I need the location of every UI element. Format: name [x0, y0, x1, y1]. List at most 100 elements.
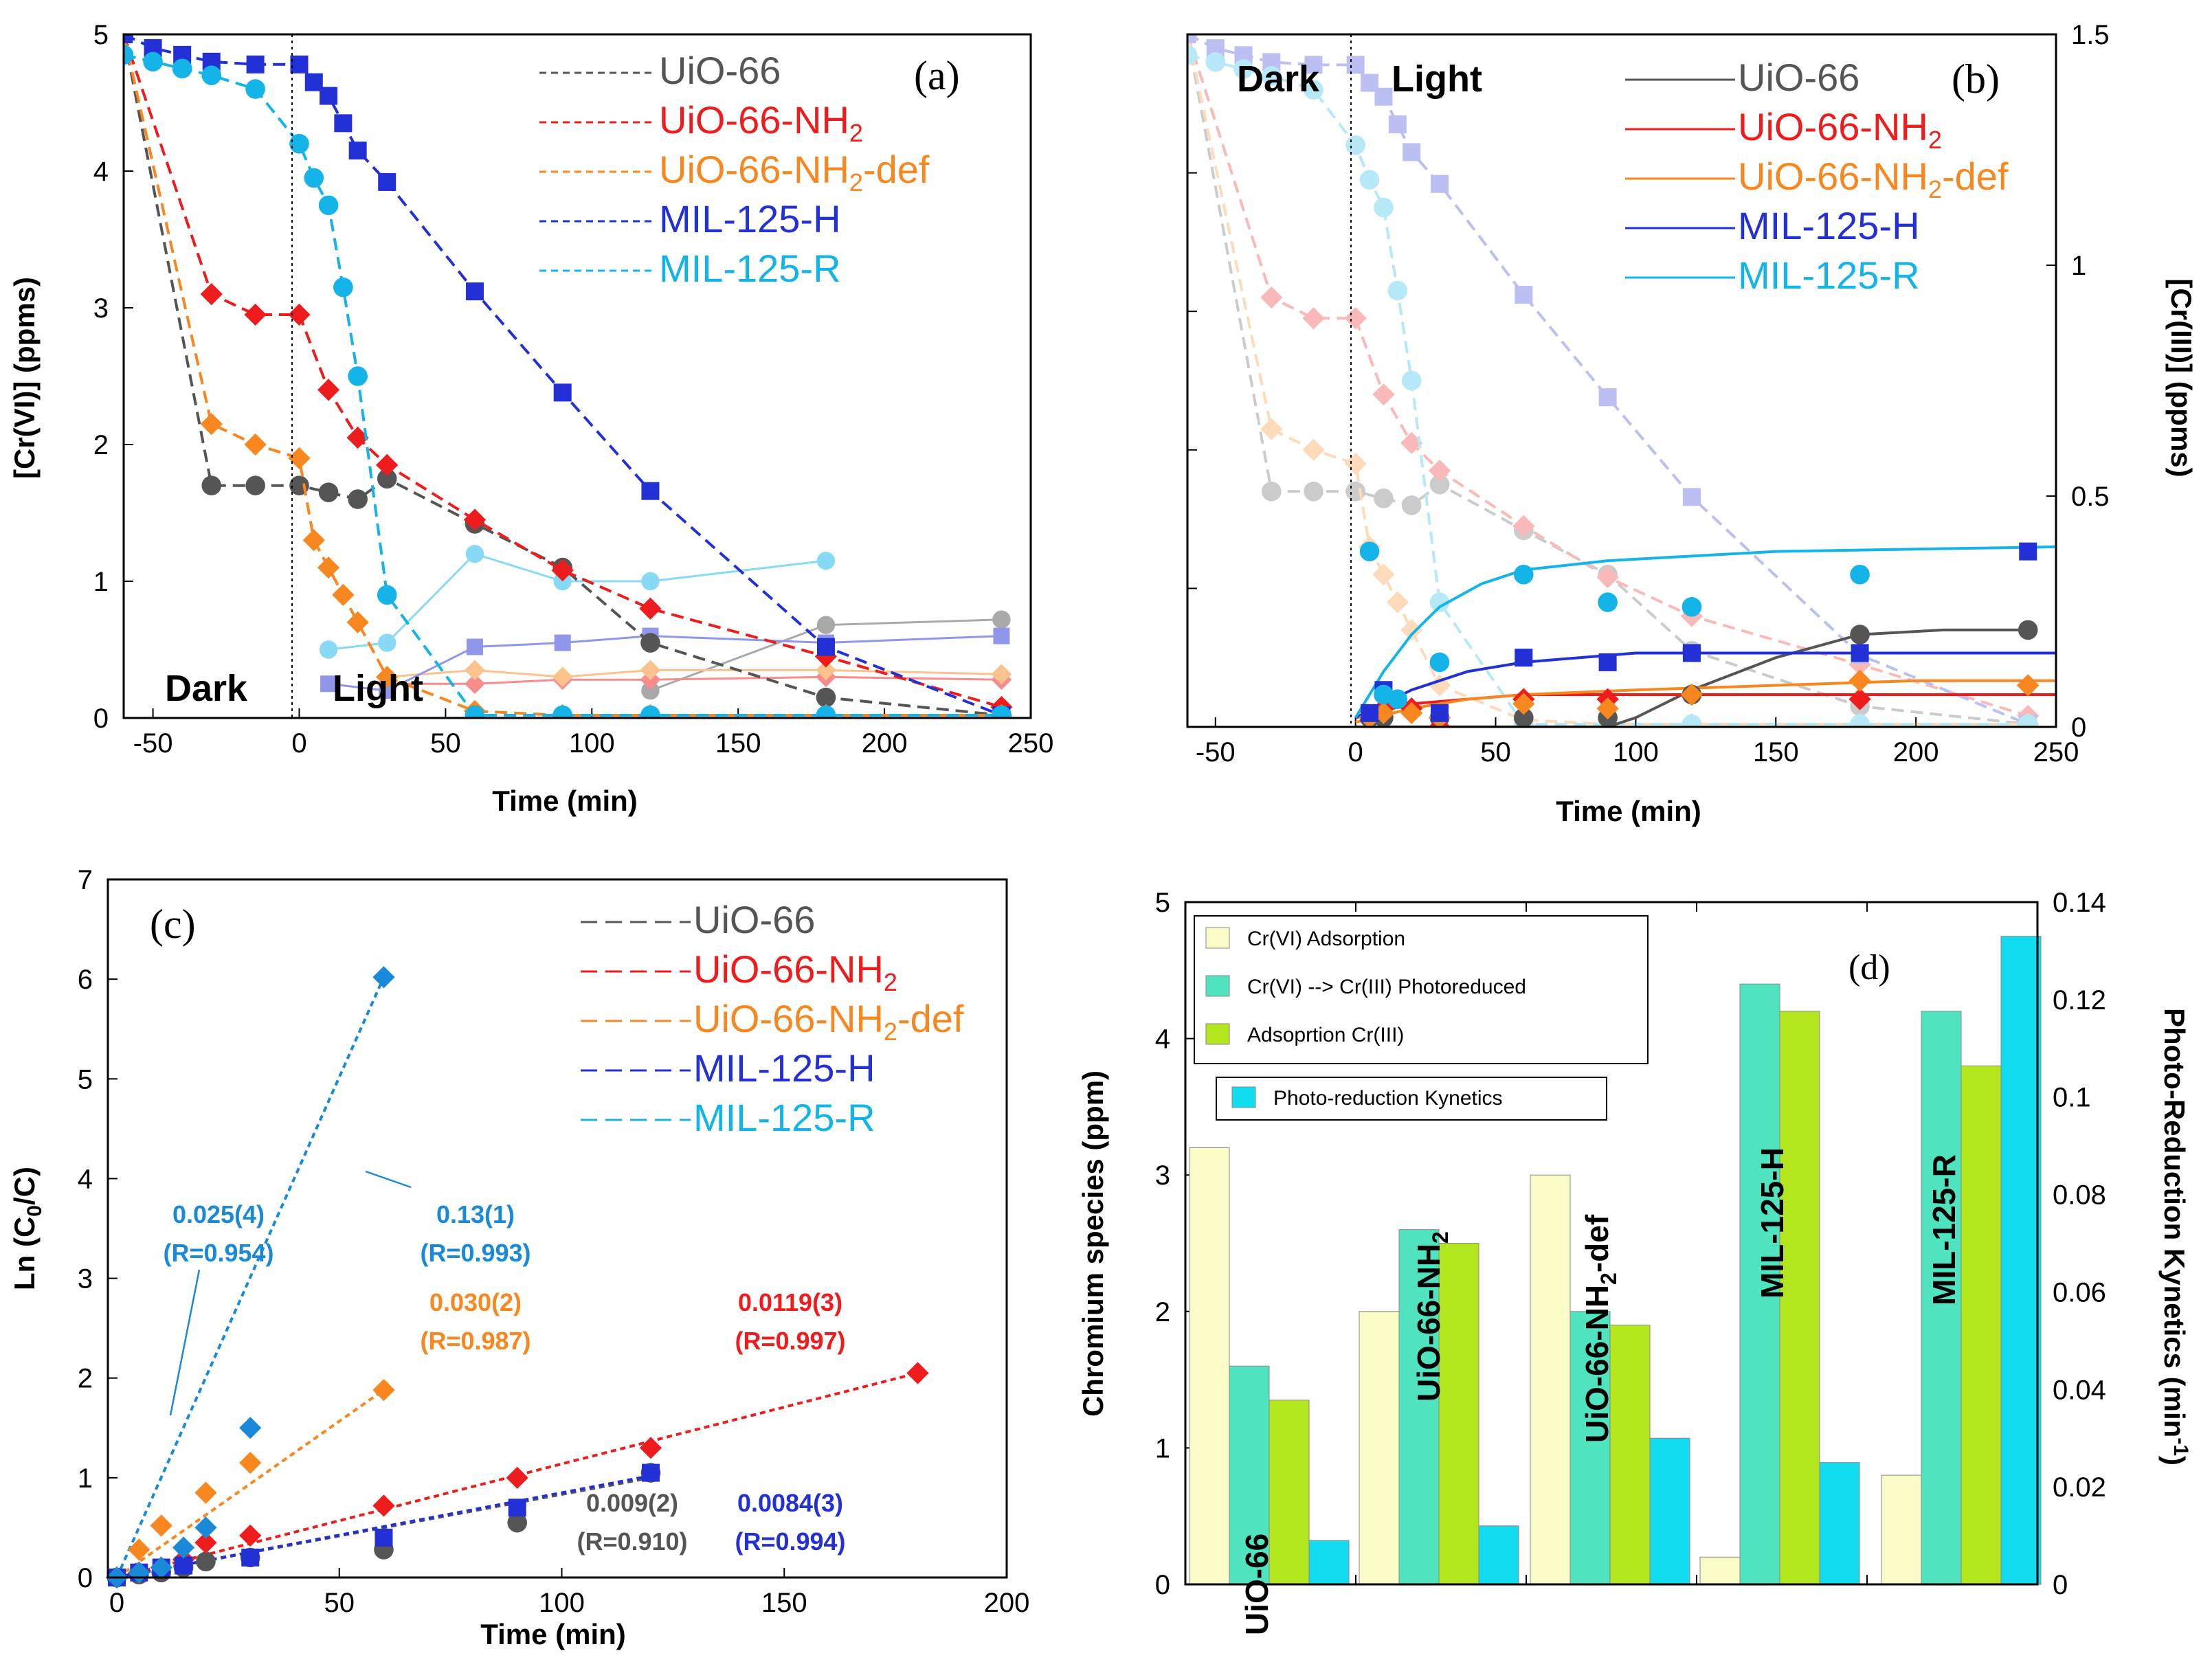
- panel-a-point-uio-66: [348, 489, 368, 509]
- panel-b-point-uio-66: [2018, 620, 2038, 640]
- panel-b-faded-crvi-point-uio-66-nh2: [1596, 566, 1619, 589]
- panel-c-point-mil-125-r: [150, 1556, 172, 1579]
- panel-b-faded-crvi-point-uio-66: [1187, 34, 1198, 45]
- panel-b-faded-crvi-point-mil-125-r: [1850, 714, 1870, 727]
- panel-b-faded-crvi-point-mil-125-h: [1361, 74, 1379, 92]
- panel-b-faded-crvi-point-uio-66-nh2-def: [2017, 712, 2040, 727]
- panel-a-point-uio-66: [201, 475, 222, 495]
- panel-d-bar-photo-reduction-kynetics: [1819, 1462, 1860, 1585]
- panel-b-x-tick-label: 250: [2033, 737, 2079, 767]
- panel-b-y-tick-label: 0: [2071, 712, 2086, 743]
- panel-b-point-mil-125-h: [1851, 644, 1869, 662]
- legend-label-text: MIL-125-H: [693, 1046, 875, 1090]
- panel-c-point-mil-125-r: [239, 1417, 262, 1439]
- legend-label-sub: 2: [849, 119, 863, 147]
- panel-a-point-mil-125-r: [333, 277, 353, 297]
- panel-c-point-uio-66-nh2: [239, 1524, 262, 1547]
- panel-d-legend-swatch-cr-vi-cr-iii-photoreduced: [1205, 975, 1230, 997]
- panel-c-y-label-sub: 0: [23, 1205, 46, 1217]
- legend-label-text: UiO-66: [1738, 56, 1859, 99]
- panel-b-fit-curve-mil-125-h: [1354, 651, 2056, 719]
- legend-label-text: UiO-66-NH: [659, 98, 849, 142]
- panel-a-cr3-point-uio-66-nh2-def: [816, 660, 836, 681]
- panel-c-point-uio-66-nh2-def: [194, 1481, 217, 1504]
- panel-a-light-label: Light: [333, 668, 423, 709]
- panel-c-x-tick-label: 150: [761, 1588, 807, 1618]
- panel-d-y-axis-label: Chromium species (ppm): [1077, 1070, 1109, 1417]
- panel-b-faded-crvi-point-mil-125-r: [1682, 714, 1702, 727]
- panel-a-cr3-point-uio-66-nh2-def: [640, 660, 661, 681]
- panel-b-faded-crvi-point-uio-66: [1304, 481, 1323, 502]
- panel-d-y2-tick-label: 0.04: [2053, 1375, 2106, 1405]
- panel-d-y-tick-label: 1: [1155, 1433, 1170, 1463]
- panel-d-category-label-uio-66-nh2-def: UiO-66-NH2-def: [1579, 1214, 1621, 1443]
- legend-label-uio-66-nh2-def: UiO-66-NH2-def: [1738, 155, 2009, 203]
- panel-a-label: (a): [914, 53, 960, 98]
- panel-c-fit-r-uio-66-nh2: (R=0.997): [735, 1327, 845, 1355]
- panel-b-faded-crvi-line-uio-66-nh2: [1187, 34, 2029, 717]
- panel-d-legend-swatch-adsoprtion-cr-iii: [1205, 1023, 1230, 1045]
- panel-c-point-uio-66-nh2: [372, 1494, 395, 1517]
- panel-d-bar-cr-vi-adsorption: [1189, 1147, 1230, 1585]
- panel-c-y-tick-label: 7: [78, 865, 93, 895]
- panel-d-legend-label-cr-vi-cr-iii-photoreduced: Cr(VI) --> Cr(III) Photoreduced: [1247, 976, 1526, 998]
- panel-a-cr3-curve-uio-66-nh2: [387, 675, 1002, 685]
- panel-a-point-mil-125-h: [553, 383, 572, 402]
- panel-d-y2-tick-label: 0: [2053, 1570, 2068, 1600]
- panel-c-point-mil-125-h: [241, 1548, 260, 1566]
- panel-d-category-label-uio-66-nh2: UiO-66-NH2: [1411, 1231, 1453, 1402]
- panel-a-point-mil-125-h: [334, 114, 353, 133]
- panel-a-point-mil-125-h: [348, 142, 367, 160]
- panel-b-faded-crvi-point-uio-66: [1513, 520, 1534, 541]
- panel-a-y-tick-label: 5: [93, 20, 109, 50]
- panel-a-cr3-point-uio-66: [641, 682, 660, 700]
- panel-c-y-tick-label: 3: [78, 1264, 93, 1294]
- panel-b-faded-crvi-line-uio-66-nh2-def: [1187, 34, 2029, 726]
- legend-label-sub: 2: [884, 1018, 897, 1046]
- legend-label-sub: 2: [1928, 175, 1942, 203]
- panel-a-point-uio-66-nh2: [639, 597, 662, 620]
- panel-b-faded-crvi-point-mil-125-h: [1304, 56, 1323, 74]
- panel-a-point-mil-125-h: [378, 172, 396, 191]
- panel-b-faded-crvi-point-mil-125-h: [1598, 388, 1617, 407]
- panel-a-cr3-point-mil-125-r: [319, 640, 338, 659]
- panel-b-faded-crvi-point-uio-66-nh2-def: [1400, 618, 1423, 641]
- panel-a-point-mil-125-h: [290, 55, 309, 74]
- panel-a-point-mil-125-r: [143, 52, 163, 72]
- panel-b-point-mil-125-r: [1387, 689, 1408, 709]
- panel-d-bar-adsoprtion-cr-iii: [1779, 1011, 1820, 1585]
- panel-c-annotation-leader-1: [169, 1269, 201, 1416]
- legend-label-suffix: -def: [897, 997, 964, 1040]
- panel-b-point-mil-125-r: [1850, 564, 1870, 585]
- panel-d-bar-cr-vi-cr-iii-photoreduced: [1739, 983, 1780, 1585]
- panel-b-faded-crvi-point-uio-66-nh2-def: [1344, 452, 1367, 475]
- panel-b-faded-crvi-point-uio-66-nh2: [2017, 704, 2040, 727]
- panel-a-y-tick-label: 4: [93, 157, 109, 187]
- panel-b-x-tick-label: 0: [1348, 737, 1363, 767]
- panel-a-point-uio-66-nh2: [288, 303, 311, 326]
- panel-a-cr3-curve-mil-125-h: [328, 635, 1002, 692]
- panel-b-light-label: Light: [1392, 58, 1482, 100]
- panel-a-point-mil-125-h: [320, 87, 338, 105]
- panel-b-y-tick-label: 1.5: [2071, 20, 2110, 50]
- panel-d-bar-adsoprtion-cr-iii: [1609, 1325, 1651, 1585]
- panel-b-faded-crvi-point-mil-125-r: [1262, 66, 1282, 86]
- panel-c-plot-frame: [107, 878, 1008, 1579]
- panel-a-cr3-point-mil-125-r: [816, 551, 836, 570]
- panel-d-category-sub: 2: [1428, 1231, 1453, 1244]
- panel-c-y-tick-label: 5: [78, 1064, 93, 1094]
- panel-b-point-mil-125-r: [1359, 541, 1380, 561]
- panel-a-x-tick-label: 0: [291, 728, 306, 759]
- panel-c-fit-r-mil-125-h: (R=0.994): [735, 1527, 845, 1556]
- panel-a-series-line-uio-66-nh2-def: [124, 34, 1002, 717]
- panel-a-point-mil-125-r: [816, 705, 836, 718]
- legend-label-mil-125-h: MIL-125-H: [693, 1046, 875, 1090]
- panel-b-point-mil-125-h: [1430, 704, 1449, 722]
- panel-d-bar-cr-vi-adsorption: [1530, 1174, 1571, 1585]
- panel-c-fit-slope-uio-66-nh2-def: 0.030(2): [429, 1288, 522, 1316]
- legend-label-text: UiO-66-NH: [1738, 105, 1928, 148]
- panel-b-y-tick-label: 1: [2071, 251, 2086, 281]
- panel-b-point-mil-125-h: [2019, 542, 2037, 561]
- panel-a-cr3-point-mil-125-h: [466, 638, 483, 655]
- legend-label-uio-66-nh2: UiO-66-NH2: [693, 947, 897, 996]
